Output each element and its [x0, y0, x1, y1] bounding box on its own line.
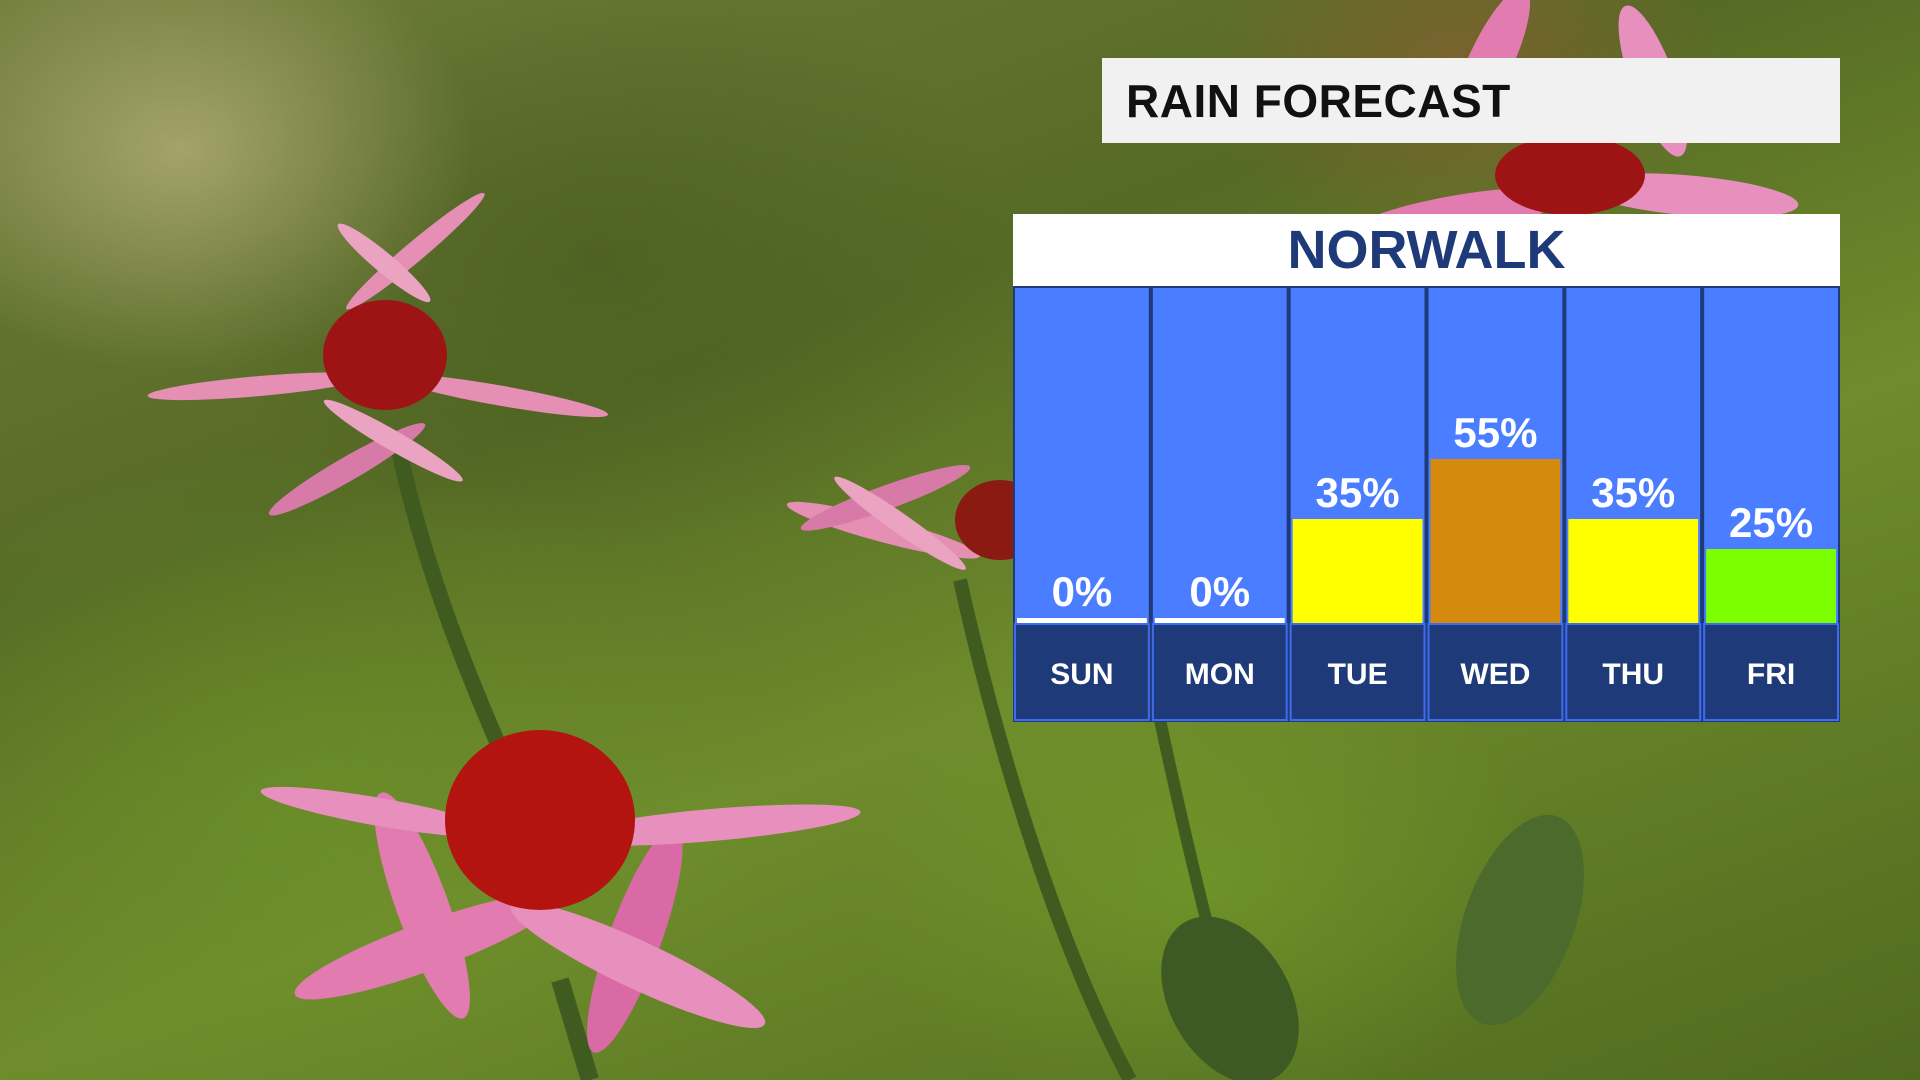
value-label-fri: 25%: [1729, 499, 1813, 546]
value-label-thu: 35%: [1591, 469, 1675, 516]
day-label-fri: FRI: [1747, 658, 1795, 691]
column-bg-sun: [1015, 288, 1149, 624]
day-cell-mon: [1151, 623, 1288, 721]
bar-thu: [1568, 519, 1699, 624]
bar-wed: [1430, 459, 1561, 624]
value-label-tue: 35%: [1316, 469, 1400, 516]
bar-tue: [1292, 519, 1423, 624]
bar-mon: [1154, 618, 1285, 624]
location-name: NORWALK: [1287, 220, 1566, 280]
value-label-sun: 0%: [1052, 568, 1113, 615]
day-cell-thu: [1565, 623, 1702, 721]
day-cell-sun: [1014, 623, 1150, 721]
day-cell-tue: [1289, 623, 1426, 721]
title-bar: RAIN FORECAST: [1102, 58, 1840, 143]
bar-sun: [1017, 618, 1147, 624]
bar-chart: 0% SUN 0% MON 35% TUE 55% WED 35% THU 25% FRI: [1013, 286, 1840, 722]
day-label-wed: WED: [1460, 658, 1530, 691]
chart-frame: [1013, 286, 1840, 722]
value-label-wed: 55%: [1453, 409, 1537, 456]
day-cell-wed: [1427, 623, 1564, 721]
day-label-sun: SUN: [1050, 658, 1113, 691]
bar-fri: [1706, 549, 1836, 624]
day-label-mon: MON: [1185, 658, 1255, 691]
day-label-thu: THU: [1602, 658, 1664, 691]
rain-forecast-chart: NORWALK 0% SUN 0% MON 35% TUE 55% WED 35% THU 25% F…: [1013, 214, 1840, 722]
value-label-mon: 0%: [1189, 568, 1250, 615]
column-bg-mon: [1152, 288, 1287, 624]
day-label-tue: TUE: [1328, 658, 1388, 691]
page-title: RAIN FORECAST: [1126, 74, 1511, 127]
day-cell-fri: [1703, 623, 1840, 721]
location-header: NORWALK: [1013, 214, 1840, 286]
